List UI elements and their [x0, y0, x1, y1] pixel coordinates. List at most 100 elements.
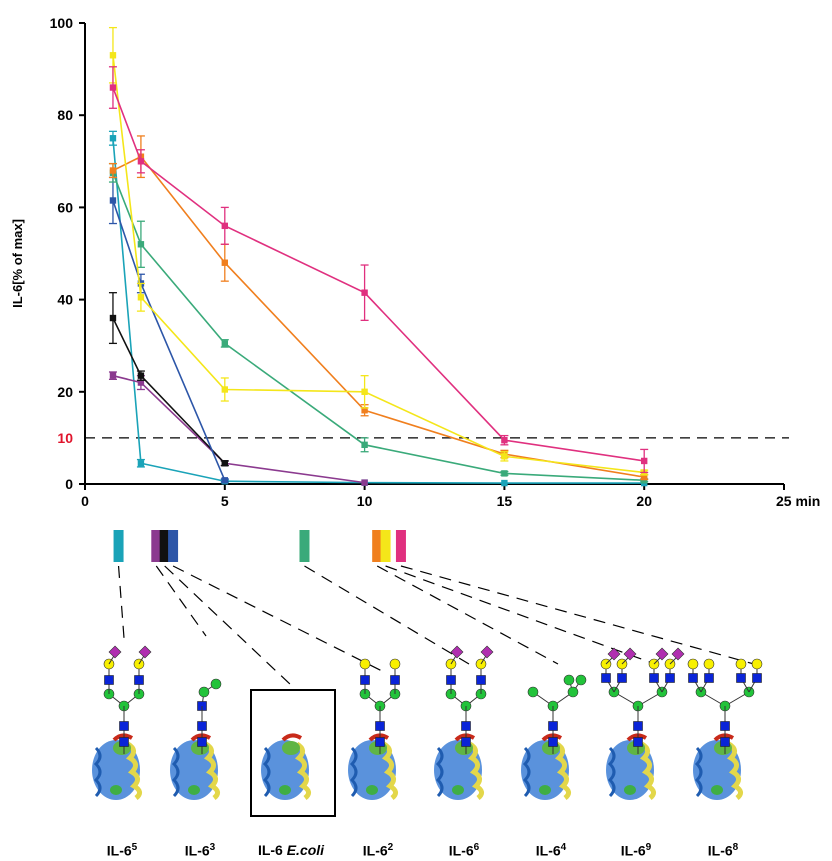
retention-bar: [380, 530, 391, 562]
glycoform-name: IL-6: [257, 842, 283, 858]
glycoform-source: E.coli: [282, 842, 325, 858]
galactose-circle: [703, 658, 715, 670]
retention-bar: [168, 530, 179, 562]
x-tick-label: 20: [636, 493, 652, 509]
protein-site: [452, 785, 464, 795]
sialic-diamond: [138, 645, 152, 659]
connector-line: [172, 565, 385, 673]
connector-line: [385, 565, 656, 665]
glcnac-square: [390, 675, 400, 685]
connector-line: [117, 565, 125, 639]
y-tick-label: 20: [57, 384, 73, 400]
mannose-circle: [575, 674, 587, 686]
mannose-circle: [198, 686, 210, 698]
retention-bar: [159, 530, 170, 562]
data-point: [109, 84, 117, 91]
glcnac-square: [617, 673, 627, 683]
sialic-diamond: [623, 647, 637, 661]
protein-loop: [626, 733, 648, 742]
glcnac-square: [104, 675, 114, 685]
protein-helix: [349, 746, 358, 798]
data-point: [109, 52, 117, 59]
y-tick-label: 60: [57, 199, 73, 215]
protein-helix: [435, 746, 444, 798]
glcnac-square: [197, 737, 207, 747]
x-tick-label: 25 min: [776, 493, 820, 509]
data-point: [361, 388, 368, 395]
y-tick-label: 100: [50, 15, 74, 31]
data-point: [137, 379, 145, 386]
glycoform-superscript: 3: [209, 842, 216, 853]
glycoform-name: IL-6: [362, 842, 388, 859]
protein-helix: [381, 741, 398, 800]
series-line: [112, 172, 645, 482]
protein-helix: [294, 741, 311, 800]
glycoform-6: [600, 647, 685, 800]
protein-site: [366, 785, 378, 795]
glycoform-3: [348, 658, 401, 800]
glycoform-name: IL-6: [448, 842, 474, 859]
glcnac-square: [375, 721, 385, 731]
data-point: [501, 470, 508, 477]
series-line: [112, 55, 645, 474]
glycoform-name: IL-6: [184, 842, 210, 859]
data-point: [361, 289, 368, 296]
glycoform-superscript: 8: [732, 842, 739, 853]
glycoform-name: IL-6: [535, 842, 561, 859]
glycoform-label: IL-62: [363, 842, 393, 859]
series-line: [112, 138, 645, 484]
series-line: [112, 87, 645, 462]
protein-helix: [203, 741, 220, 800]
data-point: [109, 197, 117, 204]
glycoform-label: IL-66: [449, 842, 479, 859]
y-tick-label: 80: [57, 107, 73, 123]
mannose-circle: [567, 686, 579, 698]
glycoform-2: [250, 689, 336, 817]
series-7: [108, 66, 649, 474]
retention-bar: [151, 530, 162, 562]
glycoform-label: IL-6 E.coli: [258, 842, 324, 858]
mannose-circle: [210, 678, 222, 690]
protein-loop: [112, 733, 134, 742]
data-point: [221, 477, 228, 484]
y-axis-label: IL-6[% of max]: [10, 219, 25, 308]
glycoform-label: IL-69: [621, 842, 651, 859]
protein-helix: [467, 741, 484, 800]
glcnac-square: [476, 675, 486, 685]
data-point: [109, 135, 117, 142]
data-point: [221, 222, 228, 230]
protein-site: [282, 741, 300, 755]
glcnac-square: [119, 737, 129, 747]
data-point: [109, 314, 117, 322]
data-point: [501, 479, 508, 487]
glcnac-square: [633, 737, 643, 747]
protein-helix: [554, 741, 571, 800]
connector-line: [304, 565, 470, 665]
protein-helix: [607, 746, 616, 798]
x-tick-label: 0: [81, 493, 89, 509]
protein-blob: [434, 740, 482, 800]
galactose-circle: [389, 658, 401, 670]
glcnac-square: [720, 737, 730, 747]
glcnac-square: [134, 675, 144, 685]
data-point: [137, 294, 145, 301]
data-point: [641, 457, 648, 465]
glcnac-square: [548, 737, 558, 747]
protein-helix: [93, 746, 102, 798]
glycoform-superscript: 5: [131, 842, 138, 853]
protein-helix: [171, 746, 180, 798]
data-point: [641, 473, 648, 481]
sialic-diamond: [480, 645, 494, 659]
protein-helix: [694, 746, 703, 798]
data-point: [361, 479, 368, 486]
connector-line: [400, 565, 755, 665]
glcnac-square: [665, 673, 675, 683]
glcnac-square: [446, 675, 456, 685]
sialic-diamond: [108, 645, 122, 659]
glycoform-label: IL-68: [708, 842, 738, 859]
retention-bar: [372, 530, 383, 562]
glcnac-square: [633, 721, 643, 731]
sialic-diamond: [655, 647, 669, 661]
protein-loop: [190, 733, 212, 742]
